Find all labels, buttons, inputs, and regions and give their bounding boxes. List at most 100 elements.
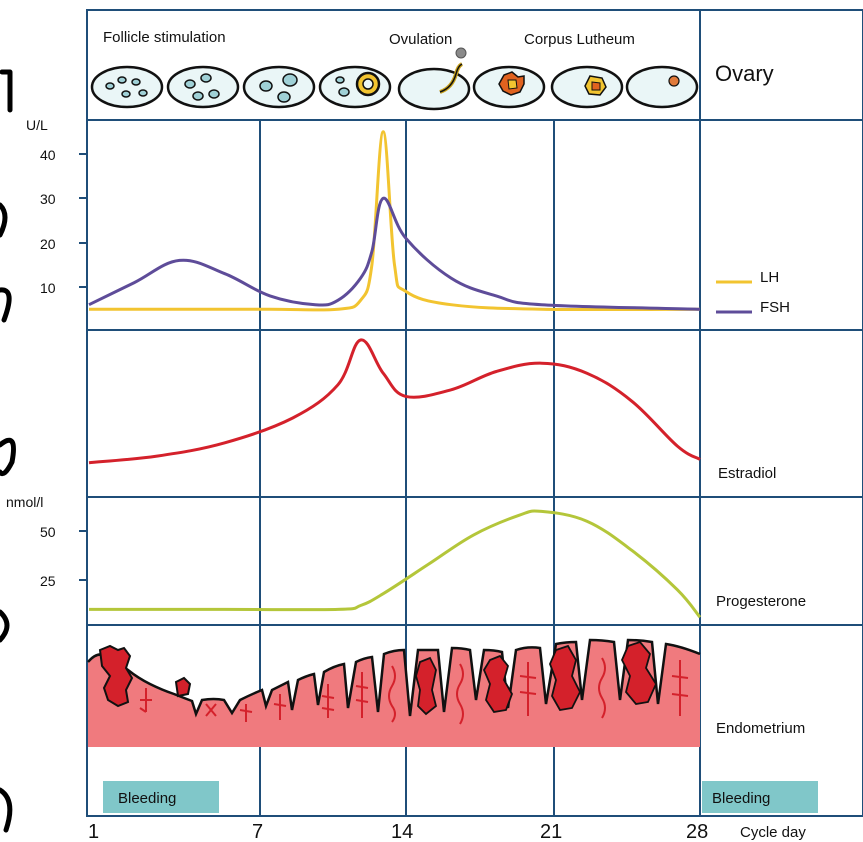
artery-cluster-3 xyxy=(549,644,582,711)
follicle-stage-1 xyxy=(90,65,164,109)
follicle-ovulation-outline xyxy=(397,67,471,111)
corpus-stage-2 xyxy=(550,65,624,109)
follicle-stage-2 xyxy=(166,65,240,109)
endometrium-shed-fragments xyxy=(98,644,192,708)
follicle-dot xyxy=(138,89,148,97)
follicle-dot xyxy=(277,91,291,103)
x-tick-14: 14 xyxy=(391,821,413,842)
label-ovary: Ovary xyxy=(715,61,774,86)
corpus-stage-1 xyxy=(472,65,546,109)
follicle-illustrations xyxy=(90,47,699,111)
gland xyxy=(671,660,689,716)
x-tick-28: 28 xyxy=(686,821,708,842)
follicle-stage-3-dots xyxy=(259,73,298,103)
label-corpus-lutheum: Corpus Lutheum xyxy=(524,31,635,48)
tick-hormones-30: 30 xyxy=(40,191,56,207)
follicle-dot xyxy=(208,89,220,99)
follicle-stage-4-core xyxy=(362,78,374,90)
follicle-dot xyxy=(184,79,196,89)
gland xyxy=(598,657,606,719)
series-line-lh xyxy=(89,130,701,312)
corpus-albicans xyxy=(668,75,680,87)
x-tick-21: 21 xyxy=(540,821,562,842)
corpus-stage-3-outline xyxy=(625,65,699,109)
label-progesterone: Progesterone xyxy=(716,593,806,610)
follicle-stage-2-outline xyxy=(166,65,240,109)
endometrium-tissue xyxy=(88,640,700,747)
clipped-glyph-2 xyxy=(0,202,8,238)
legend-label-lh: LH xyxy=(760,269,779,286)
series-line-estradiol xyxy=(88,338,701,465)
gland xyxy=(355,672,369,718)
progesterone-tick-marks xyxy=(79,530,87,581)
bleeding-bar-late xyxy=(702,781,818,813)
clipped-glyph-1 xyxy=(0,69,13,113)
artery-cluster-2 xyxy=(482,654,513,713)
tick-progesterone-25: 25 xyxy=(40,573,56,589)
tick-hormones-10: 10 xyxy=(40,280,56,296)
label-endometrium: Endometrium xyxy=(716,720,805,737)
gland xyxy=(273,694,287,720)
follicle-dot xyxy=(338,87,350,97)
clipped-glyph-3 xyxy=(0,287,12,323)
series-line-progesterone xyxy=(89,509,702,619)
follicle-dot xyxy=(121,90,131,98)
follicle-stage-4 xyxy=(318,65,392,109)
endometrium-surface xyxy=(87,638,701,718)
chart-frame xyxy=(86,9,863,817)
tick-progesterone-50: 50 xyxy=(40,524,56,540)
follicle-dot xyxy=(192,91,204,101)
follicle-dot xyxy=(105,82,115,90)
follicle-stage-2-dots xyxy=(184,73,220,101)
unit-hormones: U/L xyxy=(26,117,48,133)
label-estradiol: Estradiol xyxy=(718,465,776,482)
follicle-dot xyxy=(131,78,141,86)
follicle-dot xyxy=(335,76,345,84)
gland xyxy=(519,662,537,716)
egg-released xyxy=(455,47,467,59)
gland xyxy=(388,665,396,723)
corpus-stage-3 xyxy=(625,65,699,109)
follicle-dot xyxy=(117,76,127,84)
gland xyxy=(205,703,217,717)
follicle-stage-3-outline xyxy=(242,65,316,109)
follicle-stage-3 xyxy=(242,65,316,109)
follicle-stage-1-outline xyxy=(90,65,164,109)
gland xyxy=(239,704,253,722)
follicle-stage-1-dots xyxy=(105,76,148,98)
endometrium-spiral-arteries xyxy=(415,640,658,716)
left-edge-clipped-glyphs xyxy=(0,69,16,833)
legend-label-fsh: FSH xyxy=(760,299,790,316)
endometrium-glands xyxy=(139,657,689,725)
unit-progesterone: nmol/l xyxy=(6,494,43,510)
follicle-stage-ovulation xyxy=(397,47,471,111)
corpus-stage-2-center xyxy=(591,81,601,91)
frame-outer xyxy=(86,9,863,817)
label-follicle-stimulation: Follicle stimulation xyxy=(103,29,226,46)
label-ovulation: Ovulation xyxy=(389,31,452,48)
artery-cluster-4 xyxy=(621,640,658,705)
bleeding-label-late: Bleeding xyxy=(712,790,770,807)
gland xyxy=(456,663,464,725)
follicle-dot xyxy=(282,73,298,87)
endometrium-illustration xyxy=(87,638,701,747)
series-line-fsh xyxy=(88,196,701,311)
bleeding-label-early: Bleeding xyxy=(118,790,176,807)
bleeding-bar-early xyxy=(103,781,219,813)
shed-fragment-2 xyxy=(174,676,192,698)
follicle-ovulation-rupture-outline xyxy=(439,63,463,93)
x-axis-label: Cycle day xyxy=(740,824,806,841)
follicle-dot xyxy=(200,73,212,83)
x-tick-7: 7 xyxy=(252,821,263,842)
hormone-tick-marks xyxy=(79,153,87,288)
clipped-glyph-4 xyxy=(0,437,16,477)
follicle-dot xyxy=(259,80,273,92)
gland xyxy=(321,684,335,718)
artery-cluster-1 xyxy=(415,656,438,716)
gland xyxy=(139,688,152,713)
clipped-glyph-5 xyxy=(0,609,10,643)
tick-hormones-40: 40 xyxy=(40,147,56,163)
corpus-stage-1-center xyxy=(507,79,518,90)
tick-hormones-20: 20 xyxy=(40,236,56,252)
